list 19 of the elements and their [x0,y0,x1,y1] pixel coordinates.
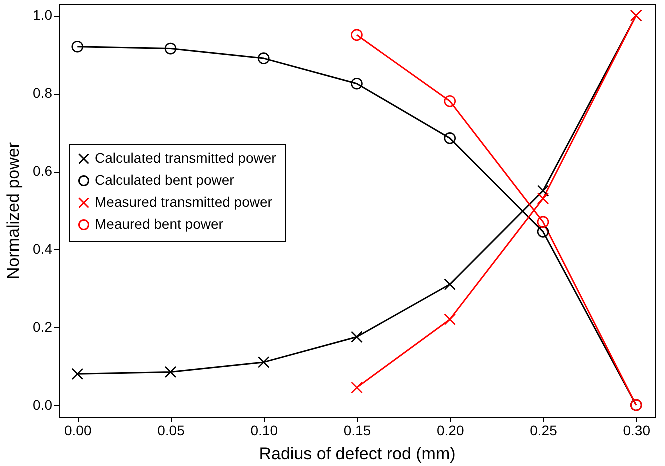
y-tick-label: 1.0 [33,7,53,24]
y-tick-label: 0.8 [33,85,53,102]
x-tick-label: 0.00 [64,422,92,438]
y-tick-label: 0.2 [33,318,53,335]
y-tick-label: 0.4 [33,240,53,257]
legend-label: Measured transmitted power [95,194,273,210]
legend-label: Calculated bent power [95,172,235,188]
x-tick-label: 0.05 [158,422,186,438]
y-tick-label: 0.0 [33,396,53,413]
x-tick-label: 0.10 [250,422,278,438]
x-tick-label: 0.20 [437,422,464,438]
legend-label: Meaured bent power [95,216,224,232]
x-tick-label: 0.25 [530,422,558,438]
x-tick-label: 0.15 [344,422,372,438]
y-tick-label: 0.6 [33,163,53,180]
y-axis-title: Normalized power [4,142,24,280]
x-tick-label: 0.30 [623,422,651,438]
x-axis-title: Radius of defect rod (mm) [259,444,456,464]
legend-label: Calculated transmitted power [95,150,277,166]
